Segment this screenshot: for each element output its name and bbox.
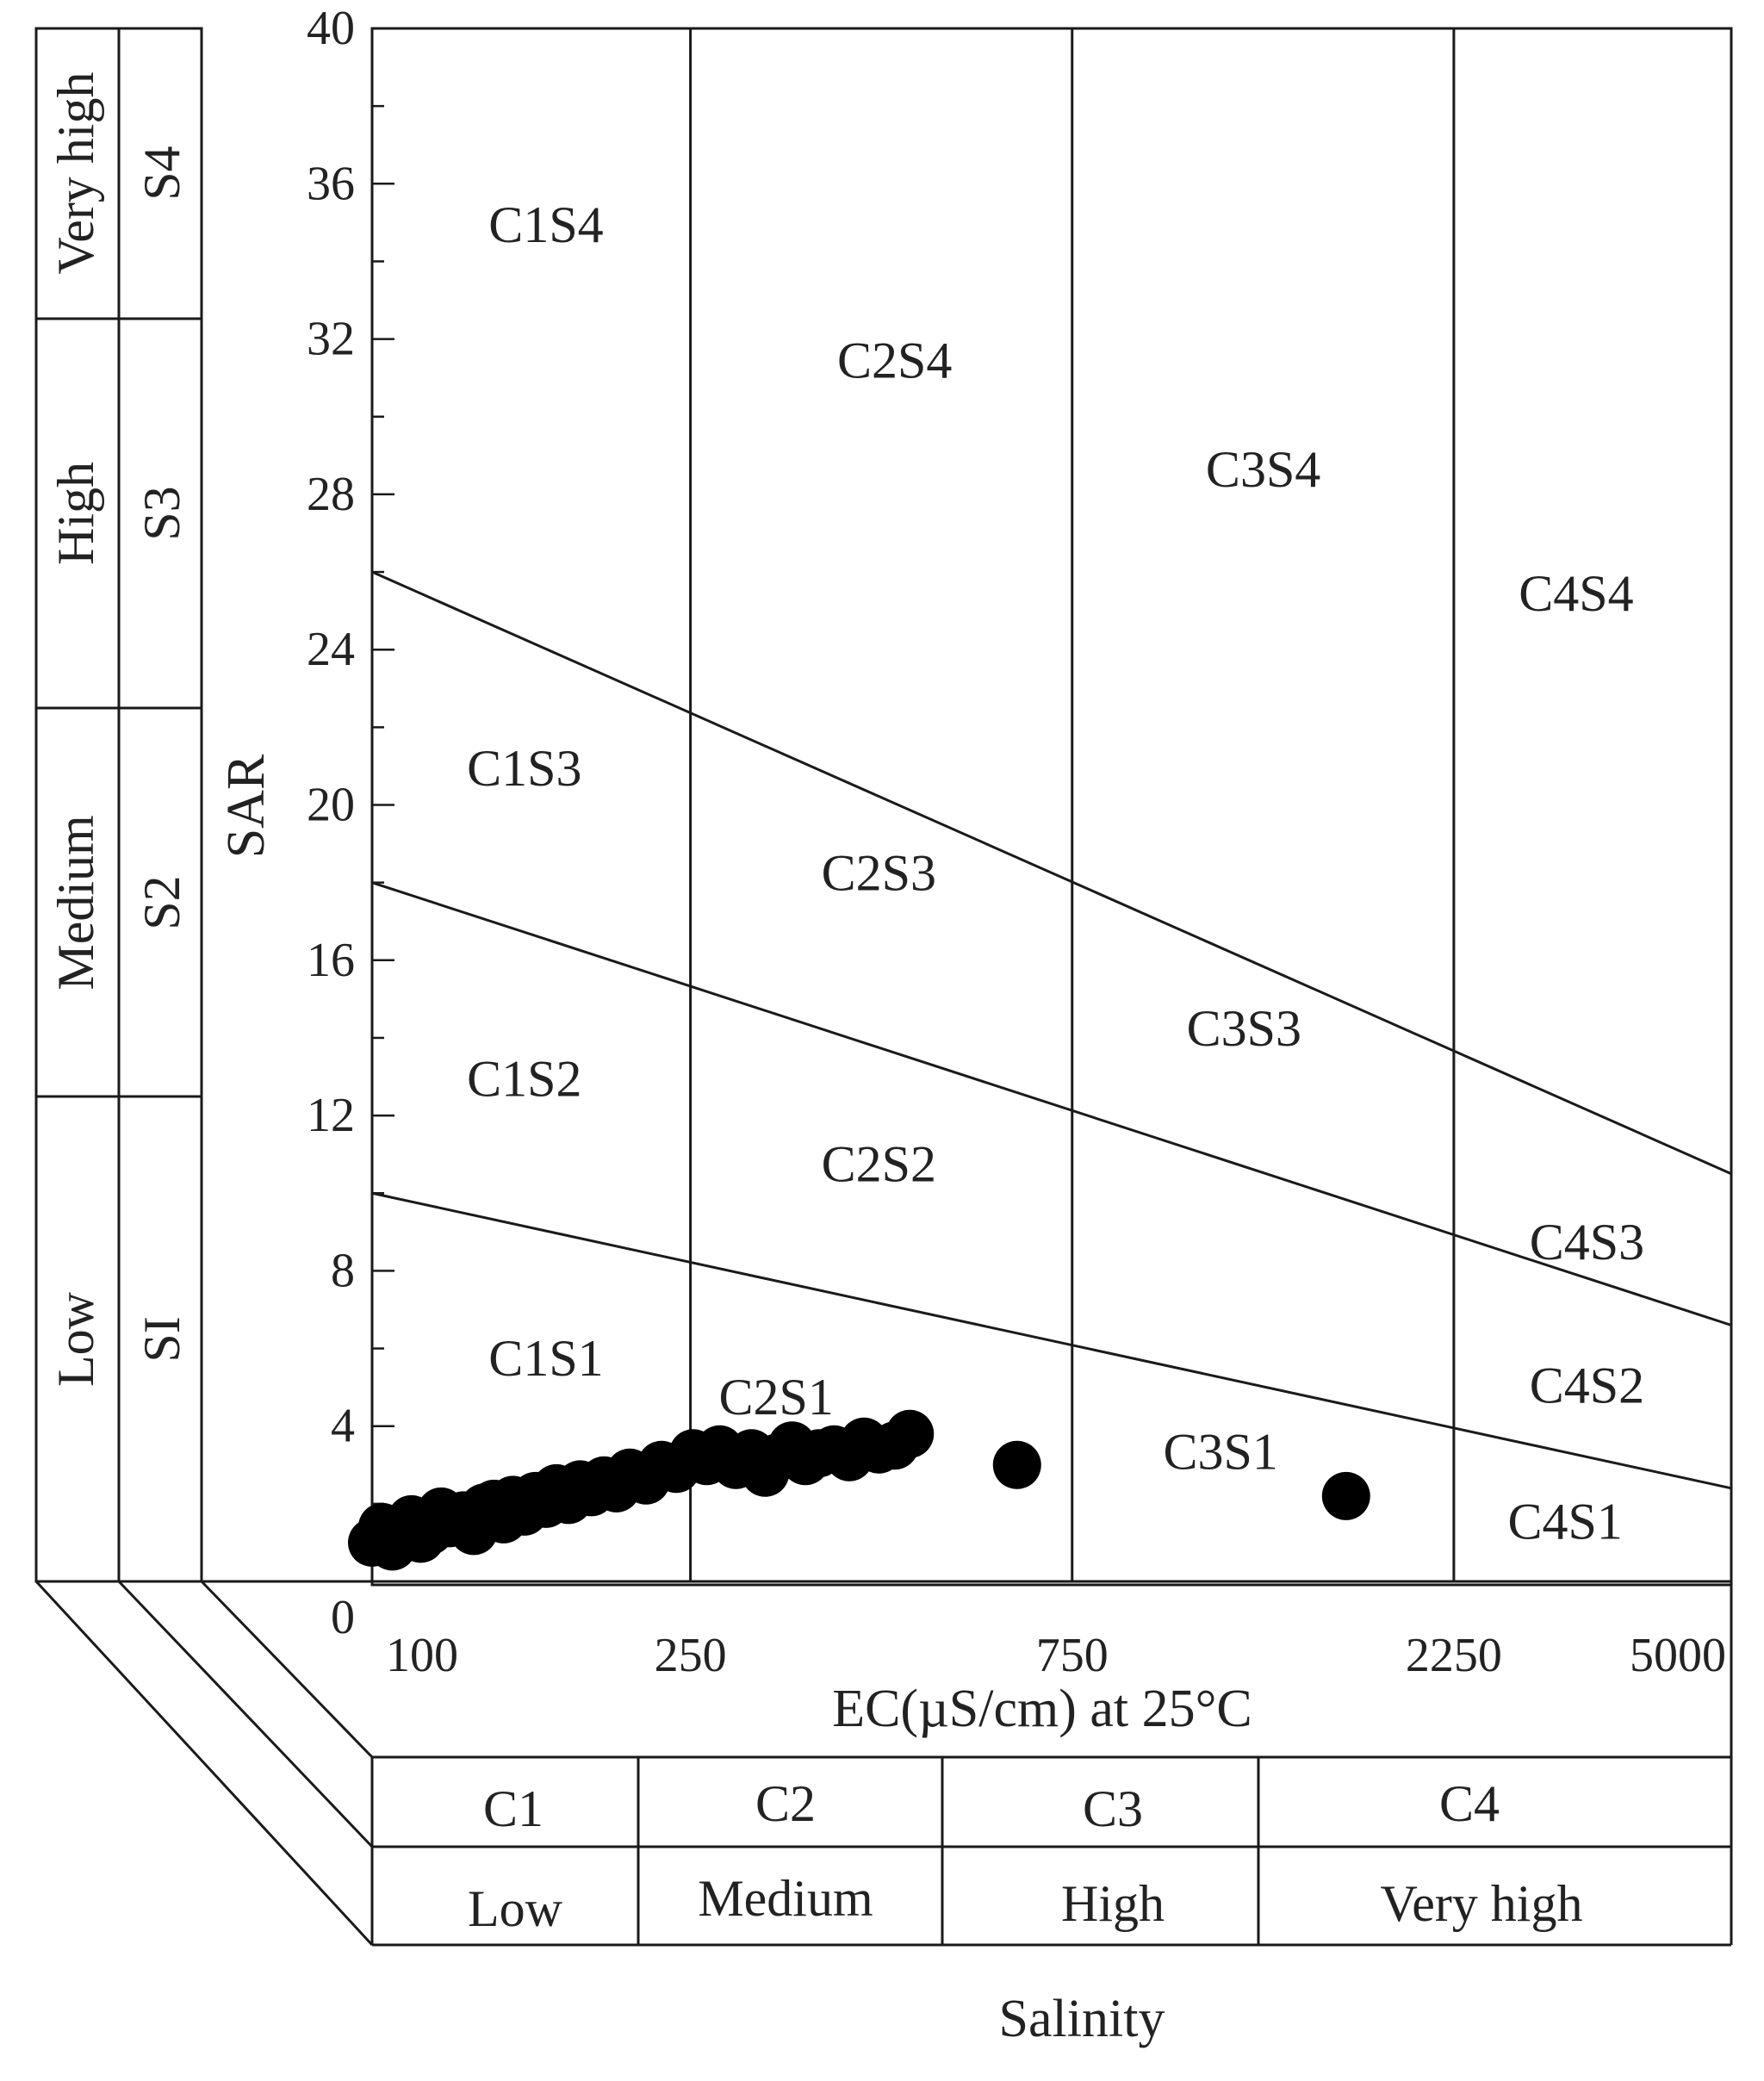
sodium-class-s2: S2 <box>134 875 190 929</box>
zone-label: C3S3 <box>1187 1000 1301 1057</box>
zone-label: C2S3 <box>822 845 936 902</box>
sodium-class-s4: S4 <box>134 146 190 200</box>
y-tick-label: 12 <box>307 1089 355 1142</box>
salinity-class-c3: C3 <box>1083 1780 1143 1837</box>
plot-frame <box>370 27 1733 1587</box>
y-axis: 0 4 8 12 16 20 24 28 32 36 40 <box>307 2 394 1644</box>
y-tick-label: 0 <box>331 1591 355 1644</box>
x-tick-label: 250 <box>655 1629 727 1682</box>
zone-label: C4S3 <box>1530 1214 1644 1270</box>
y-tick-label: 24 <box>307 623 355 676</box>
zone-label: C1S2 <box>467 1051 581 1108</box>
salinity-hazard-high: High <box>1061 1875 1165 1932</box>
sample-point <box>992 1440 1041 1489</box>
salinity-hazard-medium: Medium <box>698 1870 873 1927</box>
salinity-class-c2: C2 <box>755 1775 816 1832</box>
connector-outer <box>34 1580 374 1947</box>
zone-labels: C1S4 C2S4 C3S4 C4S4 C1S3 C2S3 C3S3 C4S3 C1S2 C2S2… <box>467 196 1644 1550</box>
zone-label: C2S1 <box>718 1369 833 1426</box>
y-tick-label: 20 <box>307 779 355 832</box>
data-points <box>348 1409 1370 1571</box>
zone-label: C4S1 <box>1507 1493 1622 1550</box>
zone-label: C2S2 <box>822 1136 936 1193</box>
x-tick-label: 5000 <box>1630 1629 1726 1682</box>
y-axis-title: SAR <box>217 754 276 858</box>
sodium-boundary-line <box>371 1191 1732 1490</box>
x-axis-title: EC(µS/cm) at 25°C <box>832 1680 1252 1738</box>
sodium-class-s1: SI <box>134 1316 190 1362</box>
salinity-title: Salinity <box>999 1990 1165 2048</box>
y-tick-label: 32 <box>307 313 355 366</box>
x-tick-label: 100 <box>386 1629 458 1682</box>
y-tick-label: 16 <box>307 934 355 987</box>
sample-point <box>1321 1471 1370 1520</box>
sodium-hazard-high: High <box>47 462 104 565</box>
perspective-connectors <box>34 1580 374 1947</box>
salinity-class-c1: C1 <box>483 1780 543 1837</box>
zone-label: C1S1 <box>488 1330 603 1387</box>
y-tick-label: 40 <box>307 2 355 55</box>
sodium-hazard-boundaries <box>371 570 1732 1490</box>
sodium-hazard-panel: Very high S4 High S3 Medium S2 Low SI <box>34 27 203 1583</box>
sodium-boundary-line <box>371 881 1732 1326</box>
y-tick-label: 36 <box>307 157 355 210</box>
y-tick-label: 8 <box>331 1244 355 1297</box>
x-tick-label: 2250 <box>1406 1629 1502 1682</box>
zone-label: C1S4 <box>488 196 603 253</box>
sodium-hazard-low: Low <box>47 1291 104 1387</box>
zone-label: C3S1 <box>1163 1423 1277 1480</box>
sodium-class-s3: S3 <box>134 486 190 540</box>
zone-label: C3S4 <box>1206 441 1320 498</box>
y-tick-label: 28 <box>307 468 355 521</box>
salinity-hazard-very-high: Very high <box>1381 1875 1583 1932</box>
sodium-hazard-medium: Medium <box>47 815 104 990</box>
y-tick-label: 4 <box>331 1400 355 1453</box>
salinity-table: C1 C2 C3 C4 Low Medium High Very high <box>370 1581 1733 1947</box>
zone-label: C4S4 <box>1519 565 1633 622</box>
connector-middle <box>117 1580 374 1848</box>
x-axis-ticks: 100 250 750 2250 5000 <box>386 1629 1726 1682</box>
zone-label: C4S2 <box>1530 1357 1644 1414</box>
salinity-hazard-low: Low <box>468 1880 563 1937</box>
salinity-class-c4: C4 <box>1439 1775 1500 1832</box>
connector-inner <box>200 1580 374 1759</box>
zone-label: C1S3 <box>467 740 581 797</box>
sample-point <box>885 1409 935 1458</box>
sodium-boundary-line <box>371 570 1732 1176</box>
zone-label: C2S4 <box>837 332 952 389</box>
sodium-hazard-very-high: Very high <box>47 72 104 275</box>
x-tick-label: 750 <box>1036 1629 1109 1682</box>
salinity-class-boundaries <box>689 28 1456 1581</box>
